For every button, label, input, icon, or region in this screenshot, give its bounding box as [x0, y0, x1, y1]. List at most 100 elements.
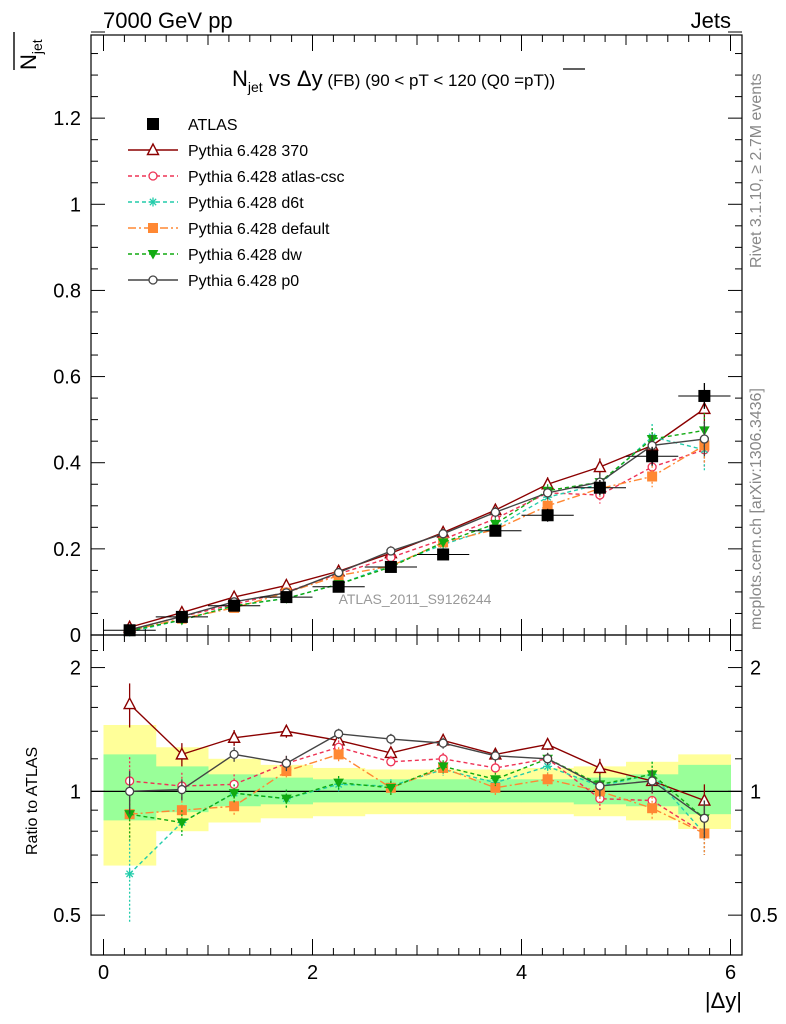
ratio-point — [333, 778, 344, 789]
main-atlas-point — [437, 548, 450, 561]
ratio-point — [386, 757, 396, 767]
main-y-axis-label: Njet — [16, 39, 45, 70]
ratio-point — [490, 751, 501, 761]
ratio-point — [229, 749, 239, 760]
ratio-point — [699, 813, 710, 823]
main-point — [386, 546, 396, 556]
ratio-point — [385, 783, 397, 794]
ratio-ytick-label-right: 0.5 — [750, 905, 778, 927]
main-atlas-point — [593, 481, 606, 494]
ratio-point — [647, 776, 657, 786]
main-point — [542, 488, 553, 498]
ratio-point — [437, 762, 449, 772]
legend-marker — [148, 223, 158, 233]
ratio-point — [124, 786, 135, 797]
watermark: ATLAS_2011_S9126244 — [339, 591, 492, 607]
ratio-ytick-label: 2 — [70, 658, 81, 680]
ratio-ytick-label-right: 2 — [750, 658, 761, 680]
ratio-series — [124, 728, 710, 839]
ratio-y-axis-label: Ratio to ATLAS — [24, 747, 41, 855]
ratio-point — [279, 723, 294, 737]
main-series-line — [129, 438, 705, 631]
legend-label: Pythia 6.428 d6t — [188, 195, 304, 212]
header-right: Jets — [691, 8, 731, 33]
main-ytick-label: 0.2 — [53, 539, 81, 561]
legend-label: ATLAS — [188, 117, 238, 134]
ratio-series-line — [129, 746, 705, 835]
main-atlas-point — [123, 624, 136, 637]
ratio-point — [229, 801, 240, 812]
ratio-xtick-label: 6 — [725, 962, 736, 984]
header-left: 7000 GeV pp — [103, 8, 233, 33]
legend-marker — [147, 118, 159, 130]
svg-text:Njet: Njet — [16, 39, 45, 70]
title-n: N — [232, 66, 248, 91]
title-rest: (FB) (90 < pT < 120 (Q0 = — [323, 71, 524, 90]
ratio-point — [228, 789, 240, 799]
main-atlas-point — [698, 389, 711, 402]
main-point — [647, 471, 658, 482]
ratio-point — [490, 763, 501, 773]
ratio-series-line — [129, 758, 705, 824]
ratio-series-line — [129, 703, 705, 802]
legend: ATLAS Pythia 6.428 370 Pythia 6.428 atlas-… — [128, 117, 345, 290]
ratio-point — [281, 758, 292, 768]
main-series-line — [129, 444, 705, 632]
ratio-series-line — [129, 753, 705, 835]
side-text-bottom: mcplots.cern.ch [arXiv:1306.3436] — [748, 388, 765, 630]
main-ytick-label: 0.6 — [53, 367, 81, 389]
side-text-top: Rivet 3.1.10, ≥ 2.7M events — [748, 73, 765, 268]
ratio-xtick-label: 2 — [307, 962, 318, 984]
ratio-point — [175, 746, 189, 760]
ratio-point — [333, 729, 344, 739]
ratio-ytick-label: 1 — [70, 781, 81, 803]
chart-title: Njet vs Δy (FB) (90 < pT < 120 (Q0 =pT)) — [232, 66, 555, 95]
ratio-point — [540, 736, 555, 750]
main-atlas-point — [384, 560, 397, 573]
ratio-point — [227, 730, 241, 743]
legend-label: Pythia 6.428 dw — [188, 247, 302, 264]
legend-marker — [146, 142, 160, 156]
ratio-xtick-label: 4 — [516, 962, 527, 984]
main-atlas-point — [175, 610, 188, 623]
legend-marker-d2 — [149, 198, 157, 206]
main-ytick-label: 0.8 — [53, 280, 81, 302]
ratio-point — [542, 774, 553, 785]
title-pt: pT — [524, 71, 544, 90]
ratio-xtick-label: 0 — [98, 962, 109, 984]
legend-marker — [148, 171, 158, 181]
main-ytick-label: 1 — [70, 194, 81, 216]
ratio-point — [490, 775, 501, 785]
ratio-point — [595, 781, 605, 791]
y-label-sub: jet — [29, 39, 45, 55]
main-atlas-point — [646, 450, 659, 463]
main-atlas-point — [541, 509, 554, 522]
main-point — [437, 538, 449, 548]
legend-marker — [148, 197, 158, 207]
ratio-point — [177, 784, 187, 795]
ratio-point — [176, 818, 188, 829]
legend-label: Pythia 6.428 default — [188, 221, 330, 238]
ratio-point-d2 — [126, 870, 134, 878]
title-close: )) — [544, 71, 555, 90]
y-label-n: N — [16, 54, 41, 70]
legend-marker — [147, 250, 159, 260]
main-point — [438, 529, 448, 539]
ratio-ytick-label: 0.5 — [53, 905, 81, 927]
ratio-point — [593, 760, 607, 774]
main-ytick-label: 1.2 — [53, 108, 81, 130]
legend-label: Pythia 6.428 370 — [188, 143, 308, 160]
title-n-sub: jet — [247, 79, 263, 95]
main-ytick-label: 0 — [70, 625, 81, 647]
ratio-point-d2 — [544, 762, 552, 771]
ratio-point — [281, 794, 292, 805]
ratio-point — [542, 754, 553, 764]
ratio-point — [386, 734, 396, 744]
ratio-point — [122, 696, 137, 710]
main-panel: 0 0.2 0.4 0.6 0.8 1 1.2 — [53, 31, 743, 647]
ratio-series-line — [129, 765, 705, 875]
ratio-point — [647, 803, 658, 814]
main-series-line — [129, 449, 705, 631]
main-atlas-point — [332, 580, 345, 593]
